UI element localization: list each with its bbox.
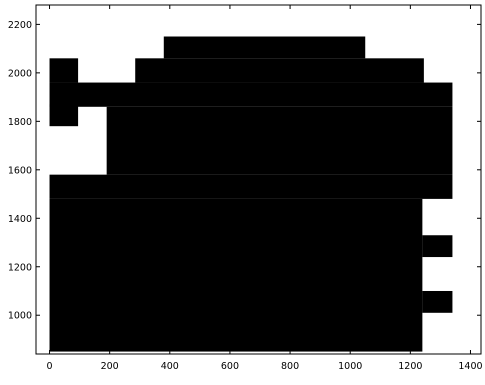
x-tick-label: 600 [221,361,239,372]
y-tick-label: 2200 [8,20,32,31]
heatmap-cell [106,106,453,175]
heatmap-cell [49,104,79,127]
heatmap-cell [163,36,366,59]
x-tick-label: 0 [47,361,53,372]
heatmap-cell [49,198,423,352]
axes-frame [35,4,482,355]
y-tick-label: 1800 [8,117,32,128]
y-tick-label: 1400 [8,214,32,225]
heatmap-cell [422,290,453,313]
y-tick-label: 1600 [8,165,32,176]
heatmap-cells [49,36,453,352]
x-tick-label: 1400 [458,361,482,372]
x-axis-ticks: 0 200 400 600 800 1000 1200 1400 [47,5,483,372]
heatmap-cell [422,235,453,258]
y-tick-label: 1000 [8,311,32,322]
heatmap-cell [49,82,453,107]
y-tick-label: 1200 [8,262,32,273]
x-tick-label: 200 [101,361,119,372]
y-axis-ticks: 1000 1200 1400 1600 1800 2000 2200 [8,20,481,322]
x-tick-label: 1200 [398,361,422,372]
x-tick-label: 1000 [338,361,362,372]
heatmap-cell [135,58,424,83]
y-tick-label: 2000 [8,68,32,79]
heatmap-cell [49,58,79,83]
x-tick-label: 800 [281,361,299,372]
x-tick-label: 400 [161,361,179,372]
heatmap-cell [49,174,453,199]
